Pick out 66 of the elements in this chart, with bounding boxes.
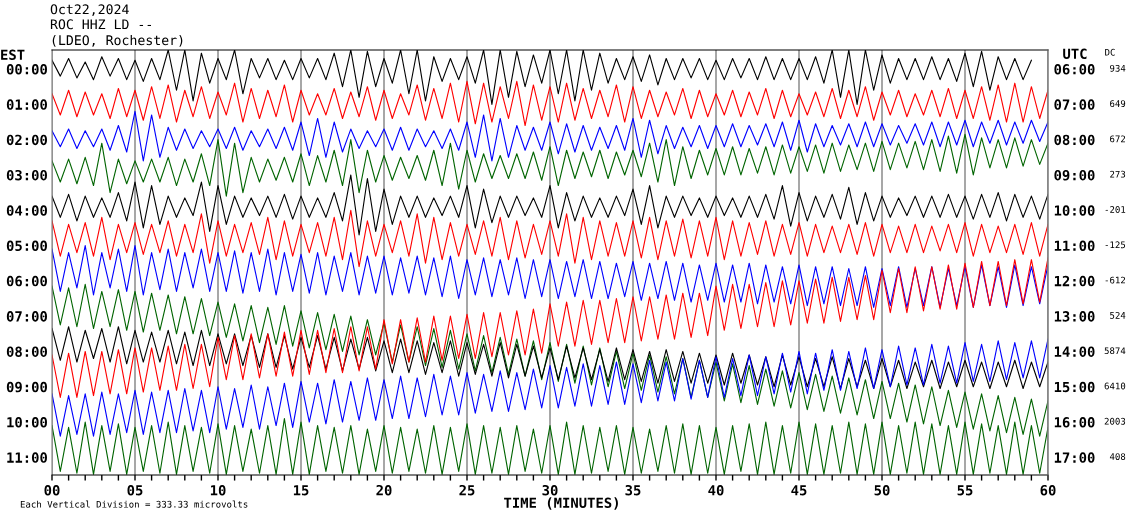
- x-tick-label: 40: [708, 484, 724, 496]
- text: 408: [1109, 453, 1126, 460]
- y2-tick-label: 08:00: [1054, 134, 1095, 146]
- y-tick-label: 03:00: [6, 169, 47, 181]
- text: 649: [1110, 100, 1126, 107]
- line-series: [52, 283, 1048, 437]
- y-tick-label: 11:00: [7, 452, 47, 463]
- x-tick-label: 25: [459, 484, 475, 496]
- y-tick-label: 02:00: [6, 134, 47, 146]
- y2-tick-label: 16:00: [1054, 417, 1095, 428]
- line-series: [52, 209, 1048, 268]
- x-tick-label: 15: [293, 485, 309, 496]
- y2-tick-label: 13:00: [1054, 311, 1095, 322]
- x-tick-label: 50: [874, 484, 890, 496]
- line-series: [52, 245, 1048, 308]
- line-series: [52, 257, 1048, 398]
- y-tick-label: 09:00: [6, 381, 47, 393]
- y2-tick-label: 14:00: [1054, 346, 1095, 357]
- x-tick-label: 00: [44, 484, 60, 496]
- text: 2003: [1104, 417, 1126, 425]
- y2-tick-label: 09:00: [1054, 169, 1095, 181]
- line-series: [52, 80, 1048, 127]
- text: 524: [1110, 311, 1126, 319]
- text: 6410: [1104, 382, 1126, 390]
- text: 672: [1110, 135, 1126, 143]
- y2-tick-label: 11:00: [1054, 240, 1095, 252]
- y2-tick-label: 15:00: [1054, 381, 1095, 393]
- y-tick-label: 04:00: [6, 205, 47, 216]
- x-tick-label: 35: [625, 484, 641, 496]
- line-series: [52, 110, 1048, 162]
- y-tick-label: 01:00: [6, 99, 47, 110]
- y3-axis-title: DC: [1105, 48, 1115, 56]
- x-tick-label: 05: [127, 484, 143, 496]
- y2-tick-label: 06:00: [1054, 64, 1095, 75]
- text: 273: [1110, 170, 1126, 178]
- y-tick-label: 06:00: [6, 275, 47, 287]
- y-axis-title: EST: [1, 49, 25, 61]
- x-tick-label: 30: [542, 484, 558, 496]
- text: -612: [1105, 276, 1126, 284]
- line-series: [52, 338, 1048, 437]
- text: -201: [1105, 206, 1126, 213]
- line-series: [52, 326, 1048, 390]
- line-series: [52, 174, 1048, 236]
- y-tick-label: 10:00: [7, 417, 47, 428]
- x-tick-label: 45: [791, 485, 807, 496]
- y-tick-label: 00:00: [6, 64, 47, 75]
- y2-axis-title: UTC: [1063, 48, 1087, 60]
- y2-tick-label: 07:00: [1054, 99, 1095, 110]
- text: -125: [1105, 241, 1126, 249]
- chart-subtitle: ROC HHZ LD -- (LDEO, Rochester): [50, 19, 183, 47]
- line-series: [52, 133, 1048, 197]
- x-tick-label: 55: [957, 485, 973, 496]
- y2-tick-label: 17:00: [1054, 452, 1095, 463]
- y-tick-label: 08:00: [6, 346, 47, 357]
- text: 934: [1110, 64, 1126, 72]
- x-tick-label: 20: [376, 484, 392, 496]
- y-tick-label: 05:00: [6, 240, 47, 252]
- x-tick-label: 10: [210, 484, 226, 496]
- x-tick-label: 60: [1040, 484, 1056, 496]
- chart-title: Oct22,2024: [50, 4, 129, 16]
- x-axis-title: TIME (MINUTES): [504, 497, 618, 510]
- y-tick-label: 07:00: [6, 311, 47, 322]
- y2-tick-label: 12:00: [1054, 275, 1095, 287]
- text: Each Vertical Division = 333.33 microvolts: [20, 500, 248, 508]
- y2-tick-label: 10:00: [1054, 205, 1095, 216]
- text: 5874: [1104, 347, 1126, 355]
